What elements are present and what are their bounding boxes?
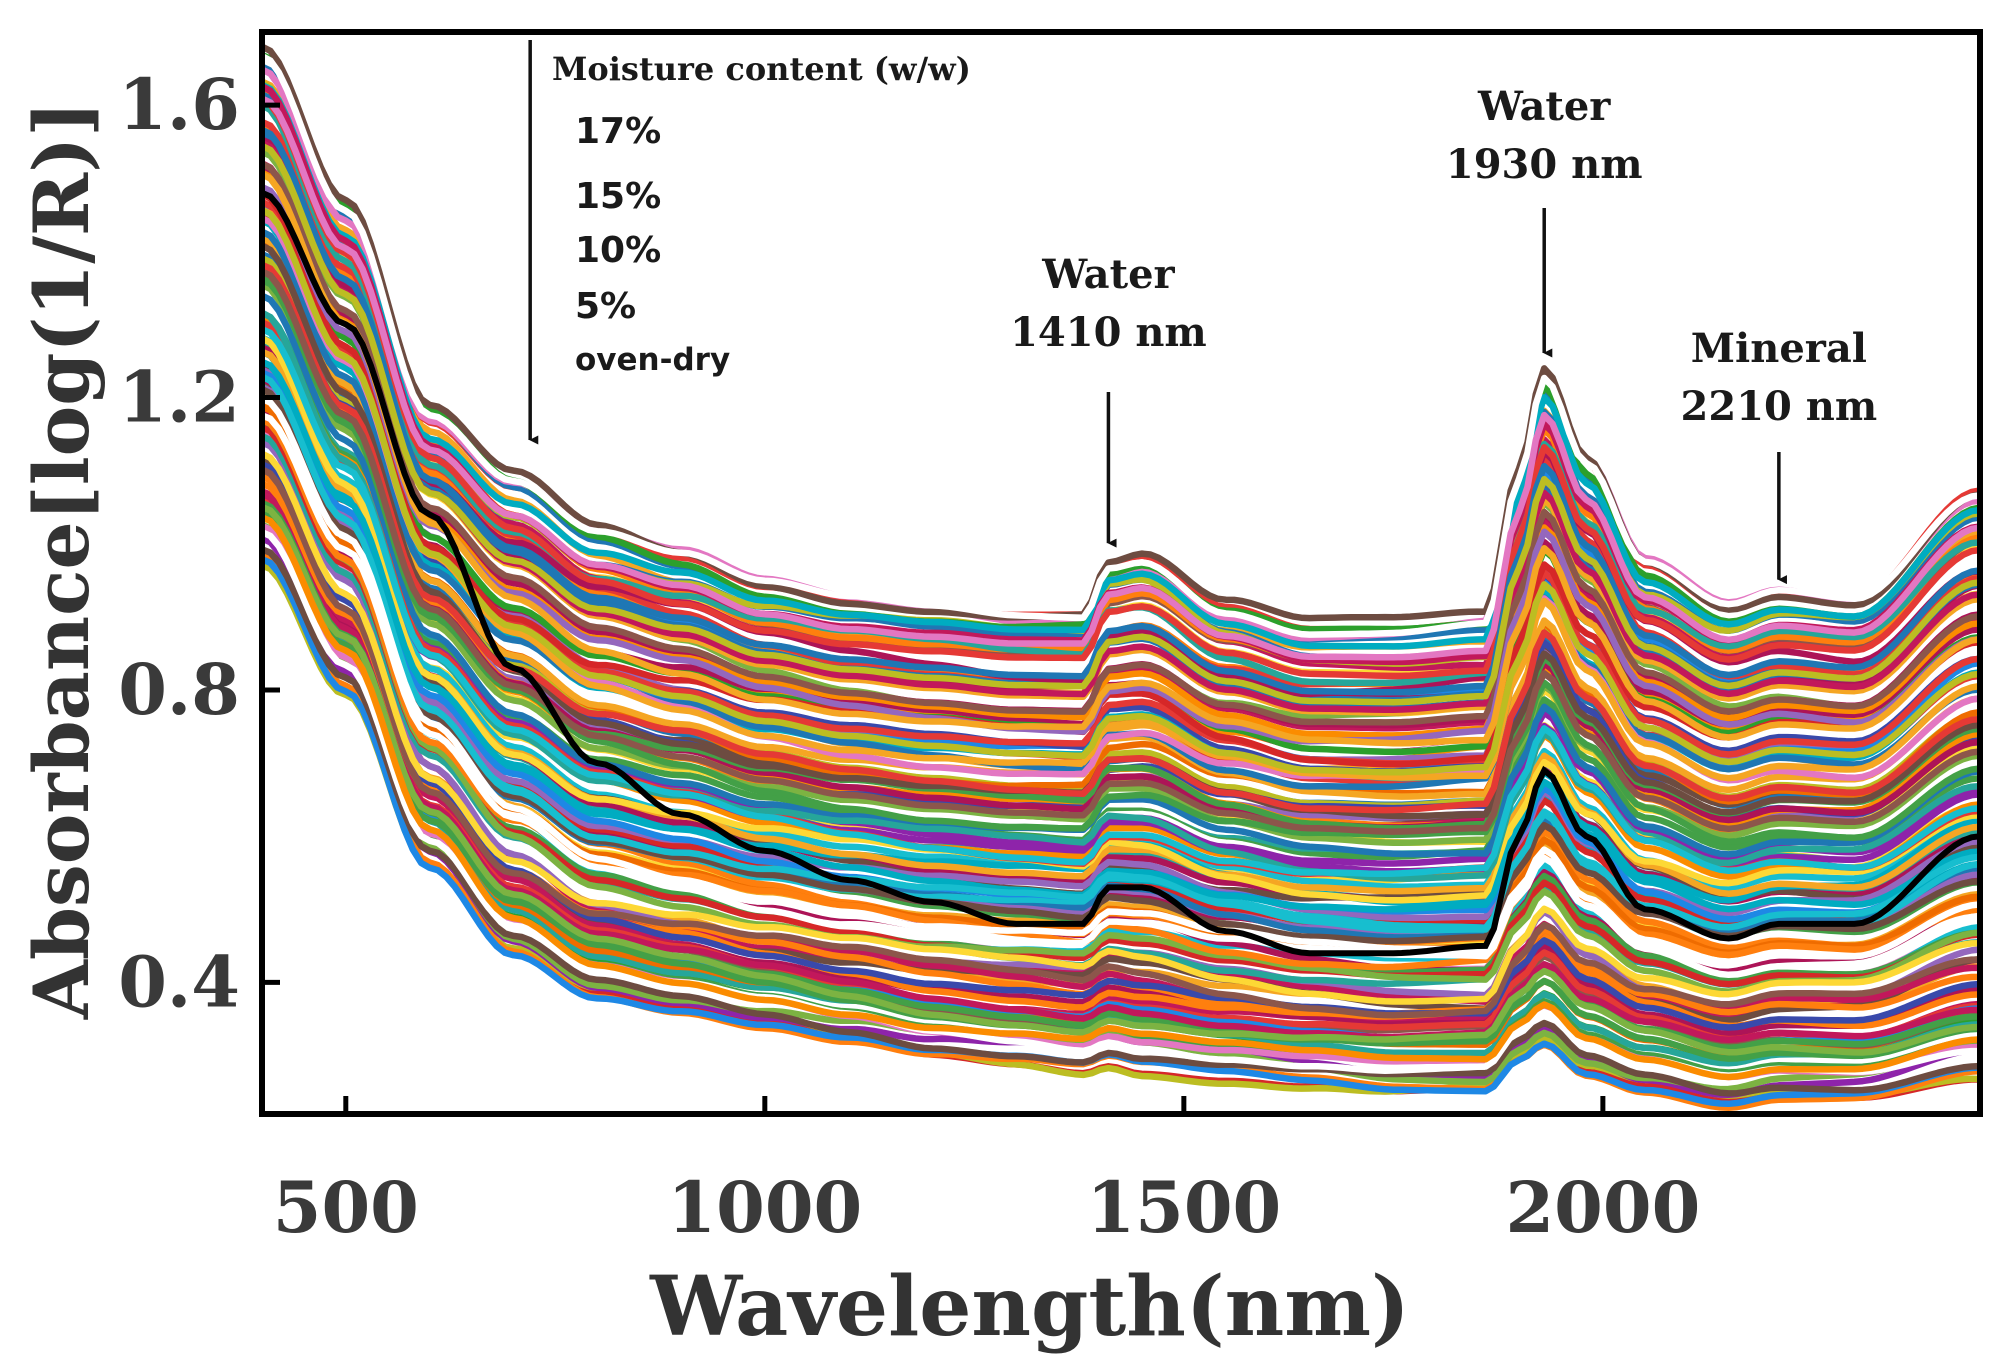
spectrum-line	[262, 424, 1980, 988]
spectrum-line	[262, 142, 1980, 706]
legend-item-5: 5%	[575, 286, 636, 327]
legend-item-oven-dry: oven-dry	[575, 342, 730, 378]
spectrum-line	[262, 450, 1980, 1005]
spectrum-line	[262, 184, 1980, 745]
spectrum-line	[262, 171, 1980, 747]
spectrum-line	[262, 81, 1980, 650]
spectrum-line	[262, 97, 1980, 680]
legend-title: Moisture content (w/w)	[552, 50, 971, 88]
legend-item-17: 17%	[575, 111, 661, 152]
x-tick-label: 1000	[667, 1166, 862, 1249]
peak-annotations: Water 1410 nm Water 1930 nm Mineral 2210 nm	[1010, 83, 1878, 585]
x-tick-label: 2000	[1505, 1166, 1700, 1249]
spectrum-line	[262, 504, 1980, 1056]
x-tick-label: 500	[273, 1166, 419, 1249]
legend-item-10: 10%	[575, 230, 661, 271]
legend-item-15: 15%	[575, 176, 661, 217]
mean-spectrum-line	[262, 190, 1980, 957]
moisture-legend: Moisture content (w/w) 17% 15% 10% 5% ov…	[528, 40, 971, 445]
y-axis-title: Absorbance[log(1/R)]	[17, 101, 106, 1020]
annotation-label: 1930 nm	[1446, 141, 1643, 188]
spectrum-line	[262, 207, 1980, 776]
spectrum-line	[262, 126, 1980, 696]
annotation-label: Mineral	[1691, 325, 1867, 372]
spectrum-line	[262, 261, 1980, 814]
spectrum-line	[262, 95, 1980, 661]
spectrum-line	[262, 206, 1980, 782]
spectra-series-group	[262, 43, 1980, 1111]
annotation-label: Water	[1041, 251, 1175, 298]
spectrum-line	[262, 326, 1980, 878]
annotation-label: 1410 nm	[1010, 309, 1207, 356]
spectrum-line	[262, 395, 1980, 968]
y-tick-label: 1.2	[118, 356, 240, 439]
x-axis-title: Wavelength(nm)	[649, 1259, 1410, 1355]
spectrum-line	[262, 412, 1980, 979]
y-tick-label: 1.6	[118, 63, 240, 146]
spectrum-line	[262, 514, 1980, 1081]
spectrum-line	[262, 373, 1980, 934]
x-axis-ticks: 500 1000 1500 2000	[273, 1096, 1700, 1249]
y-tick-label: 0.8	[118, 648, 240, 731]
spectrum-line	[262, 466, 1980, 1019]
y-axis-ticks: 0.4 0.8 1.2 1.6	[118, 63, 280, 1023]
plot-frame	[259, 29, 1983, 1117]
spectrum-line	[262, 53, 1980, 638]
annotation-label: 2210 nm	[1681, 383, 1878, 430]
spectrum-line	[262, 546, 1980, 1097]
spectrum-line	[262, 292, 1980, 858]
y-tick-label: 0.4	[118, 940, 240, 1023]
spectrum-line	[262, 160, 1980, 726]
x-tick-label: 1500	[1086, 1166, 1281, 1249]
spectrum-line	[262, 490, 1980, 1044]
annotation-label: Water	[1477, 83, 1611, 130]
mean-spectrum-group	[262, 190, 1980, 957]
spectrum-line	[262, 358, 1980, 913]
spectrum-line	[262, 366, 1980, 922]
spectrum-line	[262, 335, 1980, 904]
spectrum-line	[262, 417, 1980, 995]
spectrum-line	[262, 309, 1980, 882]
